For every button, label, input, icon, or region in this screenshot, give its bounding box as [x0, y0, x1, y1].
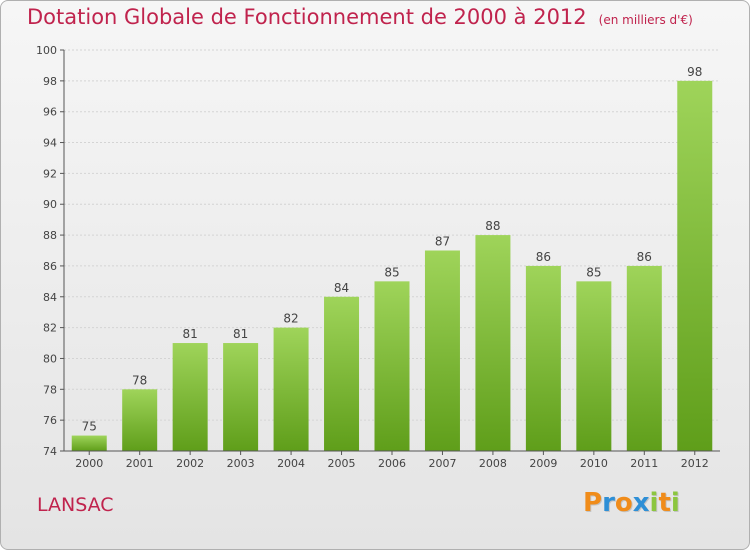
y-tick-label: 80 [43, 352, 57, 365]
bar-value-label: 86 [637, 250, 652, 264]
bar [122, 389, 158, 451]
y-tick-label: 90 [43, 198, 57, 211]
bar-value-label: 81 [183, 327, 198, 341]
bar-value-label: 82 [283, 312, 298, 326]
y-tick-label: 82 [43, 322, 57, 335]
bar [475, 235, 511, 451]
bar-value-label: 81 [233, 327, 248, 341]
logo-letter: x [632, 488, 650, 518]
bar-value-label: 84 [334, 281, 349, 295]
x-tick-label: 2000 [75, 457, 103, 470]
chart-subtitle: (en milliers d'€) [598, 13, 693, 27]
logo-letter: i [670, 488, 680, 518]
y-tick-label: 98 [43, 75, 57, 88]
bar-value-label: 78 [132, 373, 147, 387]
axes: 74 76 78 80 82 84 86 88 90 92 94 96 98 100 2000 2001 200… [36, 44, 720, 470]
x-tick-label: 2005 [328, 457, 356, 470]
bars [71, 80, 713, 451]
bar [223, 343, 259, 451]
x-tick-label: 2002 [176, 457, 204, 470]
bar [677, 80, 713, 451]
bar-value-label: 85 [586, 265, 601, 279]
proxiti-logo[interactable]: Proxiti [583, 488, 680, 518]
y-tick-label: 86 [43, 260, 57, 273]
commune-name: LANSAC [37, 494, 114, 516]
y-tick-label: 84 [43, 291, 57, 304]
bar-value-label: 88 [485, 219, 500, 233]
logo-letter: t [658, 488, 671, 518]
x-tick-label: 2004 [277, 457, 305, 470]
chart-title: Dotation Globale de Fonctionnement de 20… [27, 5, 587, 29]
logo-letter: i [649, 488, 659, 518]
bar-value-label: 98 [687, 65, 702, 79]
bar-value-label: 86 [536, 250, 551, 264]
x-tick-label: 2006 [378, 457, 406, 470]
bar [424, 250, 460, 451]
y-tick-label: 74 [43, 445, 57, 458]
bar [324, 296, 360, 451]
logo-letter: r [602, 488, 615, 518]
chart-title-block: Dotation Globale de Fonctionnement de 20… [27, 5, 693, 29]
x-tick-label: 2009 [529, 457, 557, 470]
bar [525, 265, 561, 451]
bar [626, 265, 662, 451]
y-tick-label: 88 [43, 229, 57, 242]
bar-value-label: 85 [384, 265, 399, 279]
x-tick-label: 2011 [630, 457, 658, 470]
bar [273, 327, 309, 451]
bar [172, 343, 208, 451]
y-tick-label: 96 [43, 106, 57, 119]
y-tick-label: 94 [43, 137, 57, 150]
x-tick-label: 2007 [428, 457, 456, 470]
x-tick-label: 2008 [479, 457, 507, 470]
logo-letter: o [614, 488, 633, 518]
x-tick-label: 2010 [580, 457, 608, 470]
bar-value-label: 87 [435, 235, 450, 249]
x-tick-label: 2001 [126, 457, 154, 470]
value-labels: 75 78 81 81 82 84 85 87 88 86 85 86 98 [82, 65, 703, 434]
x-tick-label: 2003 [227, 457, 255, 470]
bar [71, 435, 107, 451]
y-tick-label: 78 [43, 383, 57, 396]
x-tick-label: 2012 [681, 457, 709, 470]
y-tick-label: 76 [43, 414, 57, 427]
bar-value-label: 75 [82, 420, 97, 434]
y-tick-label: 92 [43, 167, 57, 180]
y-tick-label: 100 [36, 44, 57, 57]
logo-letter: P [583, 488, 603, 518]
bar [374, 281, 410, 451]
bar [576, 281, 612, 451]
